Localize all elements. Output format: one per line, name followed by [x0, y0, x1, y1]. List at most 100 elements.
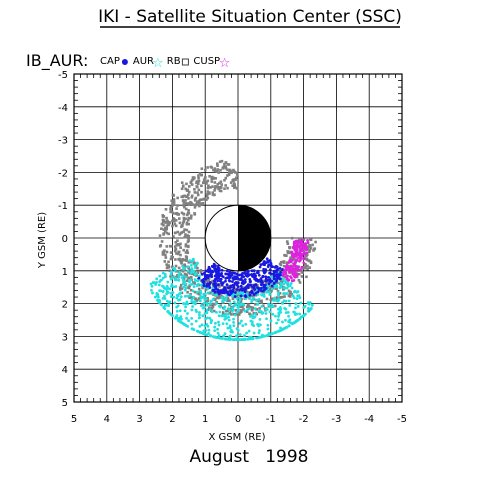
rb-point — [173, 220, 176, 223]
rb-point — [213, 189, 216, 192]
rb-point — [211, 191, 215, 194]
cap-point — [239, 294, 243, 298]
rb-point — [196, 182, 200, 186]
y-axis-label: Y GSM (RE) — [37, 212, 48, 269]
aur-point — [253, 307, 257, 310]
cusp-point — [293, 275, 297, 279]
cap-point — [216, 283, 220, 287]
rb-point — [188, 296, 191, 299]
aur-point — [162, 306, 166, 310]
aur-point — [256, 293, 260, 296]
rb-point — [208, 175, 211, 178]
rb-point — [213, 169, 217, 173]
rb-point — [178, 259, 182, 262]
rb-point — [218, 160, 222, 164]
cap-point — [257, 273, 261, 277]
rb-point — [211, 302, 215, 306]
aur-point — [155, 280, 158, 284]
cusp-point — [302, 257, 305, 261]
rb-point — [182, 203, 186, 207]
rb-point — [167, 220, 171, 224]
rb-point — [176, 239, 179, 242]
aur-point — [235, 310, 239, 314]
cap-point — [214, 281, 217, 285]
rb-point — [215, 296, 219, 300]
cusp-point — [294, 273, 298, 277]
aur-point — [268, 290, 271, 294]
rb-point — [218, 181, 221, 185]
rb-point — [223, 178, 226, 182]
rb-point — [275, 296, 279, 299]
rb-point — [186, 213, 189, 217]
rb-point — [254, 293, 258, 297]
cap-point — [214, 286, 218, 289]
rb-point — [241, 304, 245, 308]
rb-point — [219, 180, 223, 184]
aur-point — [190, 259, 194, 263]
rb-point — [278, 262, 282, 266]
rb-point — [180, 269, 183, 272]
rb-point — [283, 295, 286, 298]
aur-point — [150, 284, 154, 288]
rb-point — [226, 186, 229, 190]
rb-point — [236, 173, 239, 177]
cap-point — [225, 276, 229, 280]
aur-point — [183, 280, 187, 283]
aur-point — [222, 314, 226, 318]
aur-point — [193, 266, 197, 270]
aur-point — [231, 330, 234, 334]
aur-point — [264, 308, 268, 311]
rb-point — [168, 269, 172, 273]
aur-point — [265, 317, 268, 321]
cap-point — [210, 275, 214, 279]
aur-point — [250, 298, 254, 302]
cusp-point — [300, 254, 304, 257]
cap-point — [216, 264, 220, 268]
cap-point — [221, 275, 225, 279]
cusp-point — [285, 276, 289, 280]
rb-point — [179, 246, 182, 250]
cap-point — [233, 276, 237, 279]
aur-point — [257, 324, 261, 328]
rb-point — [189, 181, 193, 185]
cap-point — [258, 265, 262, 269]
aur-point — [243, 309, 247, 313]
rb-point — [237, 312, 241, 316]
cap-point — [248, 293, 252, 297]
rb-point — [184, 202, 188, 205]
aur-point — [270, 275, 274, 279]
rb-point — [290, 236, 294, 240]
rb-point — [231, 179, 234, 182]
aur-point — [195, 262, 199, 265]
rb-point — [190, 194, 194, 198]
rb-point — [308, 250, 311, 253]
aur-point — [167, 301, 171, 305]
aur-point — [258, 335, 261, 339]
rb-point — [235, 186, 239, 190]
cap-point — [206, 282, 209, 286]
cap-point — [267, 275, 271, 279]
data-points — [149, 159, 317, 342]
rb-point — [234, 289, 238, 293]
cap-point — [231, 283, 235, 287]
rb-point — [214, 289, 218, 292]
rb-point — [302, 238, 306, 241]
aur-point — [228, 308, 231, 312]
rb-point — [239, 309, 243, 312]
rb-point — [274, 281, 278, 284]
rb-point — [224, 161, 228, 164]
cap-point — [254, 274, 258, 278]
rb-point — [252, 290, 256, 294]
cap-point — [259, 286, 263, 290]
cap-point — [233, 295, 237, 298]
rb-point — [181, 258, 185, 261]
cap-point — [252, 283, 256, 287]
cusp-point — [302, 242, 306, 246]
aur-point — [191, 289, 195, 293]
aur-point — [252, 331, 256, 335]
legend-marker — [181, 58, 189, 66]
x-tick-label: 2 — [169, 414, 175, 425]
cusp-point — [306, 241, 310, 245]
rb-point — [193, 206, 197, 209]
panel-label: IB_AUR: — [26, 51, 88, 71]
